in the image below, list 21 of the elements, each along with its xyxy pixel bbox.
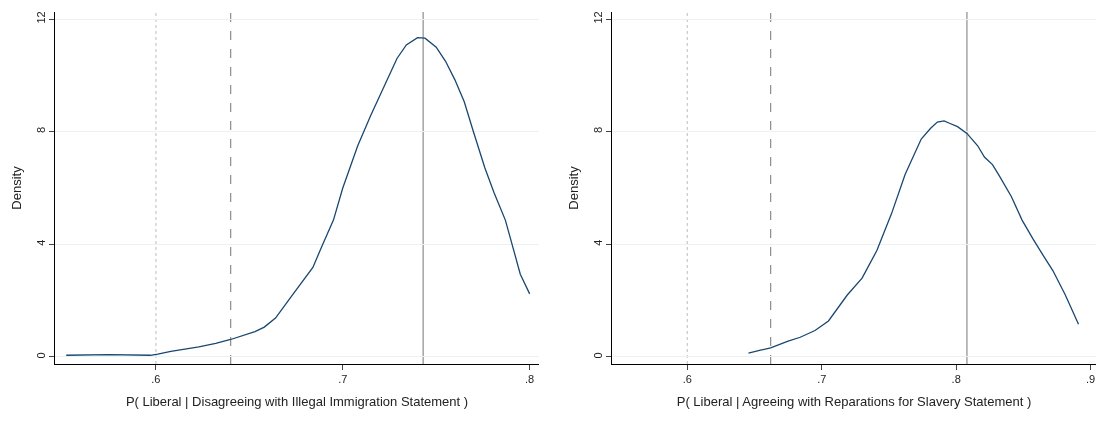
line-series bbox=[747, 120, 1080, 354]
y-tick-label: 0 bbox=[591, 352, 604, 359]
x-axis-title: P( Liberal | Disagreeing with Illegal Immigration Statement ) bbox=[125, 393, 469, 409]
x-axis-title: P( Liberal | Agreeing with Reparations for Slavery Statement ) bbox=[676, 393, 1032, 409]
x-tick-label: .7 bbox=[338, 373, 348, 386]
line-series bbox=[65, 36, 531, 356]
y-tick-label: 8 bbox=[34, 126, 47, 134]
x-tick-label: .8 bbox=[951, 373, 961, 386]
y-tick-label: 8 bbox=[591, 126, 604, 134]
y-tick-label: 0 bbox=[34, 352, 47, 359]
y-tick-label: 4 bbox=[34, 239, 47, 246]
x-tick-label: .6 bbox=[151, 373, 161, 386]
x-tick-label: .9 bbox=[1086, 373, 1096, 386]
y-axis-title: Density bbox=[8, 165, 24, 210]
x-tick-label: .6 bbox=[682, 373, 692, 386]
y-tick-label: 12 bbox=[591, 11, 604, 24]
y-tick-label: 12 bbox=[34, 11, 47, 24]
x-tick-label: .7 bbox=[817, 373, 827, 386]
y-tick-label: 4 bbox=[591, 239, 604, 246]
y-axis-title: Density bbox=[565, 165, 581, 210]
x-tick-label: .8 bbox=[525, 373, 535, 386]
